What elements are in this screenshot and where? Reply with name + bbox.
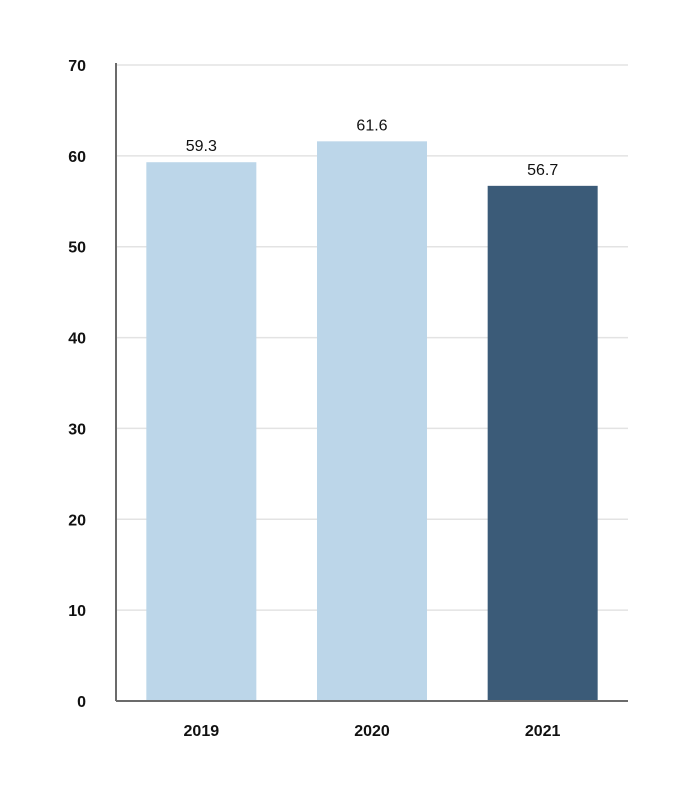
y-tick-label: 50 [68,240,86,257]
y-tick-label: 70 [68,58,86,75]
bar-2021 [487,185,598,702]
data-label-2020: 61.6 [356,117,387,134]
bar-2020 [317,141,427,701]
data-label-2021: 56.7 [527,162,558,179]
data-label-2019: 59.3 [186,138,217,155]
y-tick-label: 40 [68,331,86,348]
y-tick-label: 10 [68,603,86,620]
x-tick-label-2021: 2021 [525,723,561,740]
x-tick-label-2020: 2020 [354,723,390,740]
x-axis-tick-labels: 2019 2020 2021 [184,723,561,740]
y-tick-label: 0 [77,694,86,711]
y-tick-label: 20 [68,512,86,529]
bars [146,141,598,702]
y-tick-label: 60 [68,149,86,166]
bar-2019 [146,162,257,701]
data-labels: 59.3 61.6 56.7 [186,117,559,179]
y-axis-tick-labels: 0 10 20 30 40 50 60 70 [68,58,86,711]
x-tick-label-2019: 2019 [184,723,220,740]
y-tick-label: 30 [68,421,86,438]
